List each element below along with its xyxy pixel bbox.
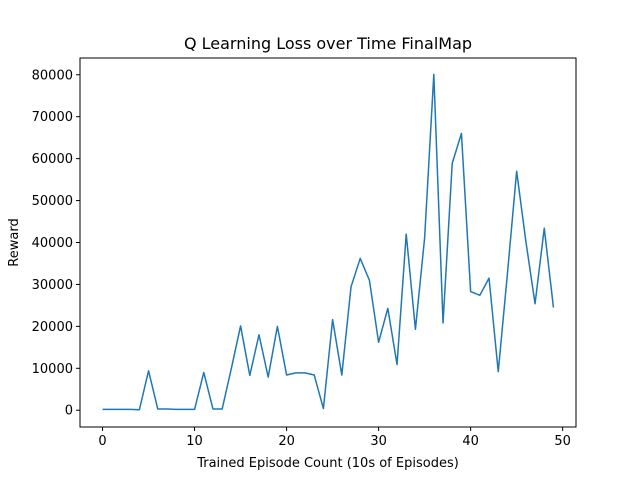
y-tick-label: 0 <box>65 404 73 419</box>
x-axis-ticks: 0 10 20 30 40 50 <box>98 427 571 449</box>
x-tick-label: 10 <box>186 434 203 449</box>
y-tick-label: 60000 <box>32 152 73 167</box>
y-tick-label: 50000 <box>32 194 73 209</box>
series-line <box>102 73 555 411</box>
x-axis-label: Trained Episode Count (10s of Episodes) <box>196 456 459 471</box>
y-axis-label: Reward <box>7 218 22 266</box>
y-tick-label: 70000 <box>32 110 73 125</box>
plot-layer <box>102 73 555 411</box>
x-tick-label: 20 <box>278 434 295 449</box>
x-tick-label: 50 <box>554 434 571 449</box>
y-tick-label: 10000 <box>32 362 73 377</box>
x-tick-label: 0 <box>98 434 106 449</box>
y-tick-label: 80000 <box>32 68 73 83</box>
y-tick-label: 30000 <box>32 278 73 293</box>
y-tick-label: 40000 <box>32 236 73 251</box>
y-tick-label: 20000 <box>32 320 73 335</box>
x-tick-label: 30 <box>370 434 387 449</box>
chart-title: Q Learning Loss over Time FinalMap <box>184 34 472 53</box>
x-tick-label: 40 <box>462 434 479 449</box>
y-axis-ticks: 0 10000 20000 30000 40000 50000 60000 70000 8000… <box>32 68 80 419</box>
